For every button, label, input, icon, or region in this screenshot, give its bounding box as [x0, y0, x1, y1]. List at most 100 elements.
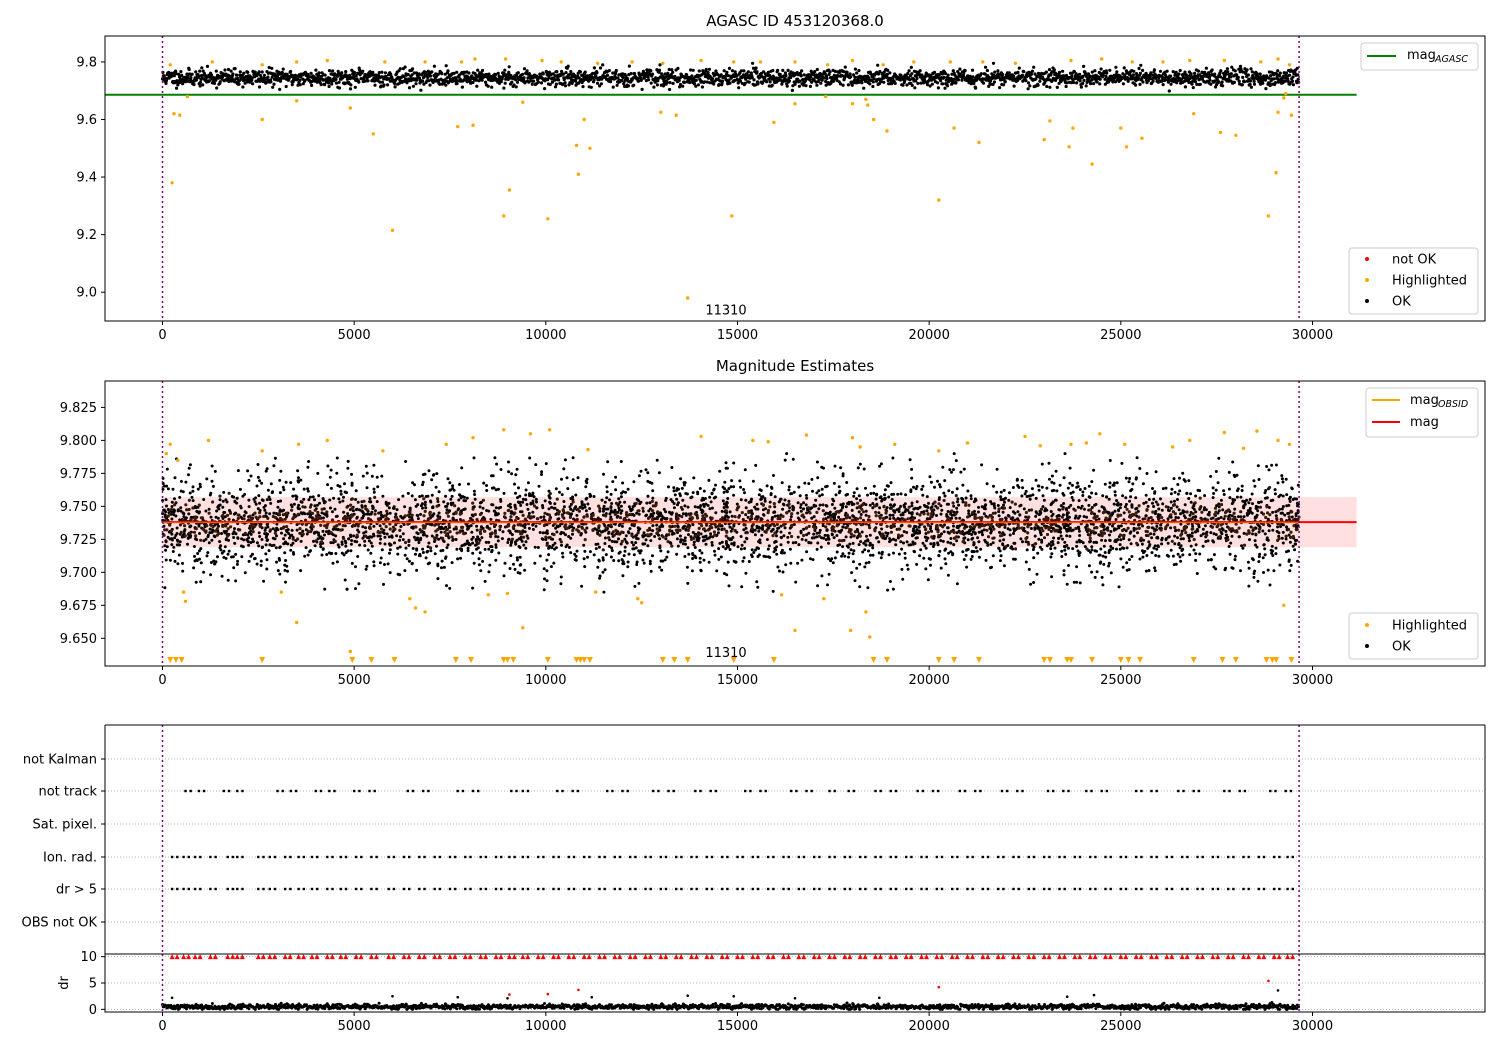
- ok-point: [581, 85, 585, 89]
- ok-point: [1160, 79, 1164, 83]
- ok-point: [925, 495, 929, 499]
- ok-point: [543, 87, 547, 91]
- ok-point: [322, 512, 326, 516]
- ok-point: [432, 64, 436, 68]
- ok-point: [899, 492, 903, 496]
- ok-point: [799, 506, 803, 509]
- ok-point: [1289, 563, 1293, 567]
- ok-point: [1174, 516, 1178, 519]
- ok-point: [1082, 78, 1086, 82]
- ok-point: [331, 69, 335, 73]
- ok-point: [753, 533, 757, 537]
- ok-point: [1108, 68, 1112, 72]
- ok-point: [1076, 481, 1080, 485]
- ok-point: [1169, 515, 1173, 519]
- ok-point: [455, 547, 459, 551]
- ok-point: [1115, 481, 1119, 485]
- ok-point: [1034, 514, 1038, 518]
- ok-point: [891, 456, 895, 460]
- ok-point: [249, 474, 253, 478]
- ok-point: [292, 487, 296, 491]
- ok-point: [816, 476, 820, 480]
- ok-point: [785, 452, 789, 456]
- ok-point: [1249, 67, 1253, 71]
- ok-point: [946, 84, 950, 88]
- ok-point: [697, 69, 701, 73]
- ok-point: [833, 69, 837, 73]
- ok-point: [309, 549, 312, 553]
- ok-point: [548, 82, 552, 87]
- ok-point: [438, 82, 442, 86]
- ok-point: [246, 70, 250, 74]
- ok-point: [929, 542, 933, 546]
- ok-point: [380, 80, 384, 84]
- ok-point: [955, 531, 959, 535]
- ok-point: [1090, 545, 1094, 549]
- ok-point: [1155, 547, 1159, 551]
- ok-point: [594, 547, 598, 551]
- ok-point: [979, 547, 983, 551]
- ok-point: [991, 541, 995, 545]
- ok-point: [1033, 526, 1037, 530]
- ok-point: [804, 538, 808, 542]
- ok-point: [418, 554, 422, 558]
- ok-point: [802, 73, 806, 77]
- ok-point: [1248, 82, 1252, 86]
- ok-point: [555, 70, 559, 74]
- ok-point: [1113, 490, 1117, 494]
- ok-point: [627, 64, 632, 68]
- ok-point: [784, 74, 788, 78]
- ok-point: [509, 554, 513, 558]
- ok-point: [1193, 71, 1197, 75]
- ok-point: [1144, 569, 1148, 573]
- ok-point: [1050, 474, 1054, 478]
- ok-point: [858, 498, 862, 502]
- ok-point: [537, 484, 541, 488]
- ok-point: [808, 78, 812, 82]
- ok-point: [683, 536, 687, 540]
- ok-point: [516, 558, 519, 562]
- ok-point: [551, 543, 555, 547]
- ok-point: [497, 487, 500, 491]
- ok-point: [646, 75, 650, 79]
- ok-point: [827, 72, 831, 76]
- ok-point: [509, 543, 513, 547]
- ok-point: [198, 485, 202, 489]
- ok-point: [925, 509, 929, 513]
- ok-point: [730, 69, 735, 73]
- ok-point: [970, 68, 975, 72]
- ok-point: [205, 64, 210, 68]
- ok-point: [466, 549, 470, 553]
- ok-point: [699, 569, 703, 573]
- ok-point: [1269, 499, 1273, 503]
- ok-point: [163, 544, 167, 548]
- ok-point: [778, 569, 781, 573]
- ok-point: [1239, 495, 1243, 499]
- ok-point: [1059, 504, 1063, 508]
- ok-point: [996, 69, 1000, 73]
- ok-point: [621, 574, 625, 578]
- ok-point: [499, 80, 503, 84]
- ok-point: [1277, 74, 1281, 78]
- ok-point: [1147, 498, 1151, 501]
- ok-point: [991, 525, 995, 529]
- ok-point: [609, 492, 613, 496]
- ok-point: [327, 81, 331, 85]
- ok-point: [1189, 544, 1193, 548]
- ok-point: [1063, 452, 1067, 456]
- ok-point: [720, 82, 724, 86]
- ok-point: [531, 510, 535, 514]
- ok-point: [809, 75, 813, 79]
- ok-point: [944, 78, 948, 82]
- ok-point: [1276, 69, 1280, 73]
- ok-point: [1048, 477, 1051, 481]
- ok-point: [1270, 463, 1274, 467]
- ok-point: [952, 504, 956, 508]
- ok-point: [1024, 515, 1028, 519]
- ok-point: [510, 510, 514, 514]
- ok-point: [496, 71, 500, 75]
- ok-point: [1103, 77, 1107, 81]
- ok-point: [1113, 539, 1117, 543]
- ok-point: [1085, 74, 1089, 79]
